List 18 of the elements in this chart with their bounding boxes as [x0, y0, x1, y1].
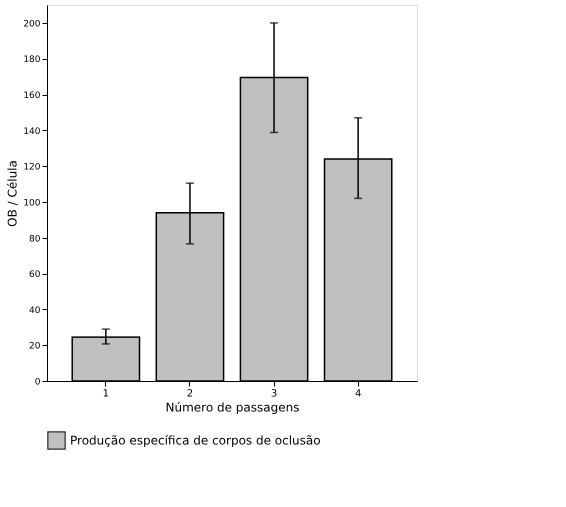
y-tick-label: 160	[23, 91, 41, 102]
y-tick-label: 0	[34, 378, 41, 388]
x-tick-label: 1	[102, 388, 110, 400]
y-tick-label: 140	[23, 126, 41, 137]
x-axis-title: Número de passagens	[166, 400, 300, 414]
x-tick-label: 3	[270, 388, 278, 400]
y-tick-label: 20	[29, 342, 41, 352]
y-tick-label: 120	[23, 162, 41, 173]
y-axis-title: OB / Célula	[5, 160, 20, 227]
x-tick-label: 4	[354, 388, 362, 400]
y-tick-label: 40	[29, 306, 41, 316]
y-tick-label: 60	[29, 270, 41, 280]
y-tick-label: 100	[23, 198, 41, 208]
legend-label: Produção específica de corpos de oclusão	[70, 434, 321, 448]
y-tick-label: 80	[29, 234, 41, 244]
y-tick-label: 200	[23, 19, 41, 30]
y-tick-label: 180	[23, 55, 41, 66]
x-tick-label: 2	[186, 388, 194, 400]
